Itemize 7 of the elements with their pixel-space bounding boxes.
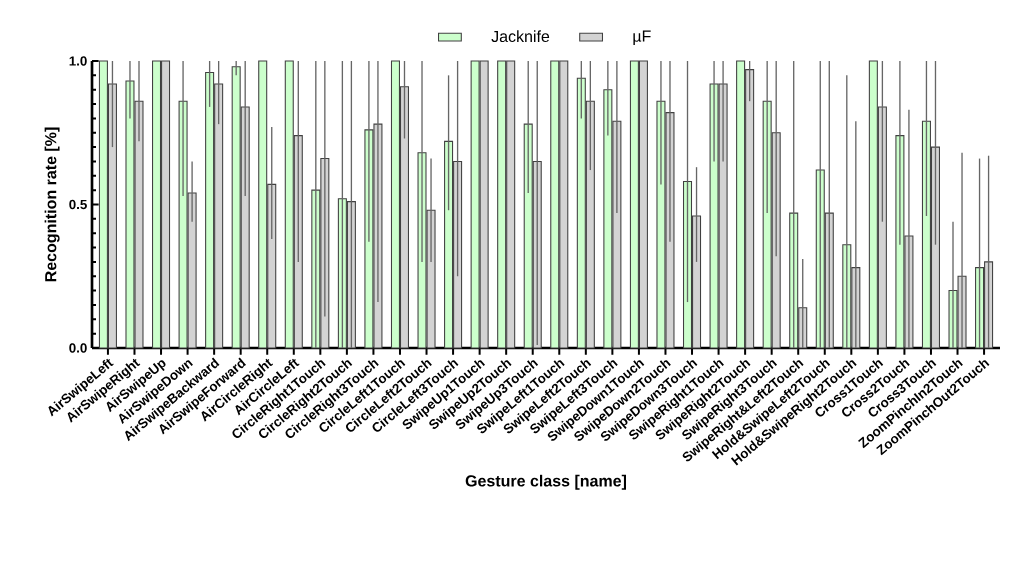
legend-label: µF — [633, 30, 651, 45]
y-tick-label: 0.5 — [69, 199, 87, 210]
y-tick-label: 0.0 — [69, 343, 87, 353]
legend-label: Jacknife — [491, 30, 550, 43]
y-axis-title: Recognition rate [%] — [44, 127, 60, 282]
y-tick-label: 1.0 — [69, 56, 87, 66]
x-axis-title: Gesture class [name] — [465, 474, 626, 490]
